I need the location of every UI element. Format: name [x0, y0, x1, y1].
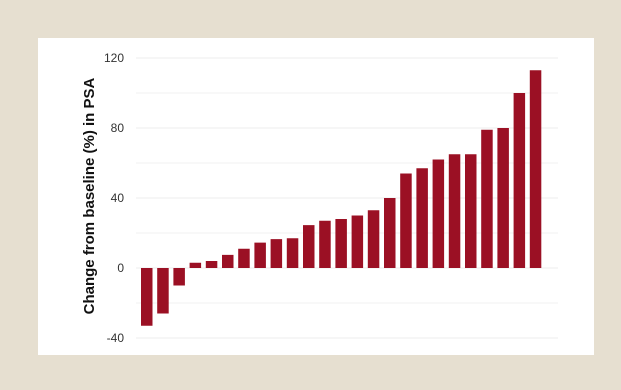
y-tick-label: 120	[104, 51, 124, 65]
bar	[529, 70, 542, 268]
psa-waterfall-chart: -40 0 40 80 120 Change from baseline (%) in …	[81, 51, 558, 345]
bar	[416, 168, 428, 268]
bar	[367, 210, 380, 268]
bar	[205, 261, 218, 268]
bar	[173, 268, 185, 286]
y-tick-label: -40	[107, 331, 125, 345]
bar	[481, 129, 493, 268]
y-axis-ticks: -40 0 40 80 120	[104, 51, 124, 345]
bar	[319, 220, 331, 268]
bar	[238, 248, 250, 268]
gridlines	[136, 57, 558, 339]
bars	[141, 70, 542, 326]
bar	[189, 262, 202, 268]
bar	[254, 242, 266, 268]
bar	[141, 268, 153, 326]
bar	[497, 128, 509, 268]
bar	[513, 93, 526, 268]
y-tick-label: 40	[111, 191, 125, 205]
bar	[286, 238, 299, 268]
y-tick-label: 0	[117, 261, 124, 275]
bar	[400, 173, 412, 268]
y-axis-label: Change from baseline (%) in PSA	[81, 77, 98, 314]
bar	[270, 239, 283, 268]
chart-panel: -40 0 40 80 120 Change from baseline (%) in …	[38, 38, 594, 355]
bar	[303, 225, 315, 268]
bar	[157, 268, 169, 314]
y-tick-label: 80	[111, 121, 125, 135]
bar	[465, 154, 477, 268]
bar	[335, 219, 347, 268]
bar	[351, 215, 364, 268]
bar	[222, 254, 234, 268]
bar	[384, 198, 396, 268]
bar	[432, 159, 445, 268]
bar	[448, 154, 461, 268]
